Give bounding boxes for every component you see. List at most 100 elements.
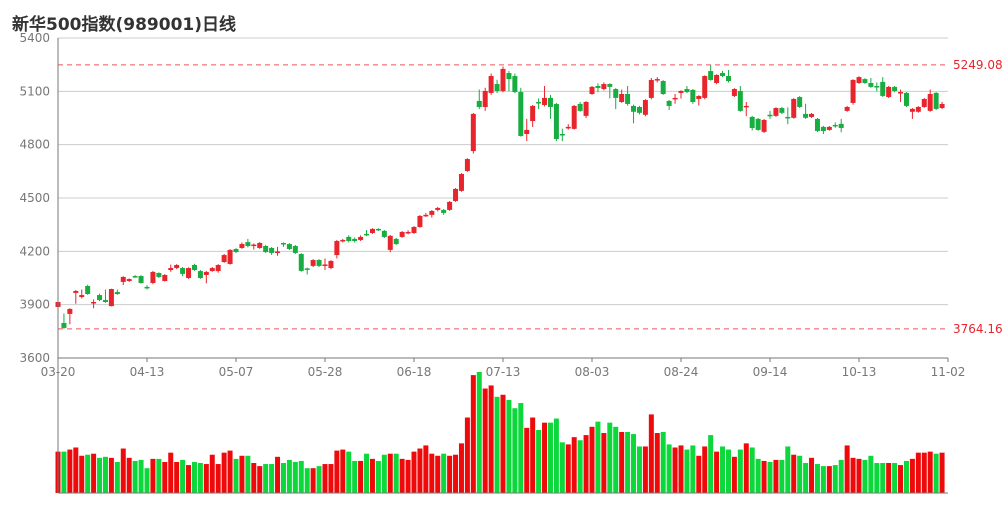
candle-body [73,290,79,293]
candle-body [803,113,809,118]
volume-bar [583,435,589,493]
candle [559,128,565,142]
candle [696,95,702,106]
volume-bar [820,466,826,493]
candle [150,270,156,285]
volume-bar [292,461,298,493]
candle [862,78,868,84]
candle-body [898,92,904,94]
candle [174,264,180,270]
candle-body [903,92,909,106]
volume-bar [494,396,500,493]
candle-body [868,82,874,87]
volume-bar [743,443,749,493]
candle [506,70,512,92]
candle-body [814,118,820,131]
volume-bar [672,447,678,493]
candle-body [215,265,221,272]
candle-body [791,98,797,118]
candle [880,77,886,98]
candle [702,75,708,100]
candle [387,234,393,253]
volume-bar [221,452,227,493]
candle [868,78,874,88]
candle-body [714,74,720,83]
candle [844,106,850,112]
candle [886,86,892,99]
candle-body [239,244,245,248]
candle [286,243,292,250]
candle [939,102,945,110]
volume-bar [619,431,625,493]
candle [162,274,168,282]
candle [79,289,85,299]
candle [915,106,921,113]
candle [227,249,233,265]
candle-body [512,76,518,93]
volume-bar [488,385,494,493]
volume-bar [263,464,269,493]
volume-bar [275,456,281,493]
volume-bar [97,457,103,493]
candle [346,235,352,243]
x-tick-label: 05-28 [308,365,343,379]
volume-bar [203,464,209,493]
candle [595,83,601,93]
candle-body [749,116,755,128]
candle-body [108,289,114,307]
candle [518,87,524,137]
volume-bar [186,465,192,493]
x-tick-label: 10-13 [842,365,877,379]
volume-bar [874,463,880,493]
volume-bar [251,463,257,493]
volume-bar [642,446,648,493]
candle-body [209,268,215,272]
candle [553,102,559,142]
volume-bar [565,444,571,493]
candle-body [322,264,328,266]
candle [892,86,898,93]
candle-body [381,230,387,237]
volume-bar [524,427,530,493]
candle [209,266,215,272]
candle [67,308,73,325]
volume-bar [921,452,927,493]
candle [269,247,275,255]
volume-bar [245,455,251,493]
candle-body [233,249,239,253]
volume-bar [803,463,809,493]
candle-body [571,105,577,129]
candle-body [150,271,156,283]
candle-body [536,102,542,104]
y-tick-label: 4500 [19,191,50,205]
volume-bar [174,461,180,493]
candle [429,210,435,218]
volume-bar [773,459,779,493]
candle [180,266,186,277]
volume-bar [298,460,304,493]
candle-body [779,108,785,113]
candle [601,82,607,91]
volume-bar [702,446,708,493]
reference-lines: 5249.08 3764.16 [58,58,1003,336]
candle [257,242,263,249]
volume-bar [328,464,334,493]
candle [577,102,583,112]
candle [565,124,571,130]
volume-bar [352,460,358,493]
candle [464,158,470,172]
volume-bar [464,417,470,493]
candle-body [844,106,850,111]
candle [328,260,334,270]
candle [298,253,304,272]
volume-bar [138,459,144,493]
candle [625,86,631,106]
candle-body [506,73,512,80]
candle [856,76,862,84]
candle-body [280,242,286,245]
candle-body [476,100,482,107]
candle [684,86,690,94]
candle [197,270,203,279]
candle [132,275,138,278]
